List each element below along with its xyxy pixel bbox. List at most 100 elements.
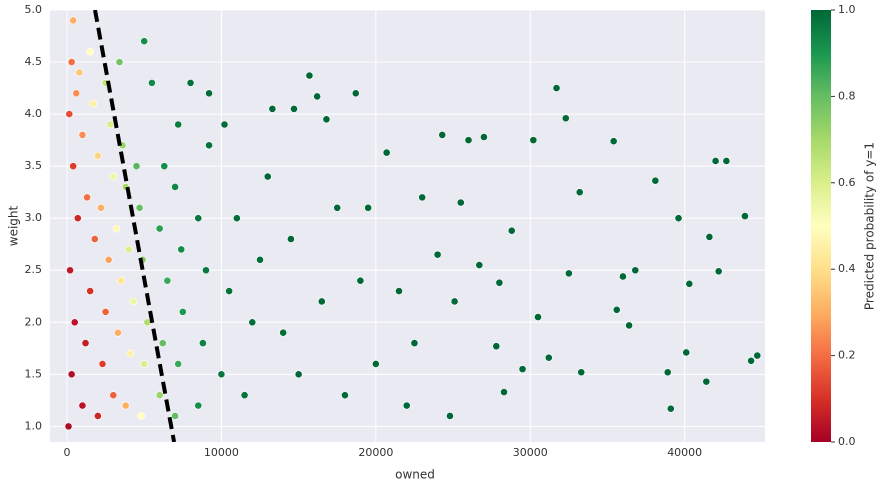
data-point	[711, 157, 720, 165]
colorbar-tick-label: 0.2	[838, 349, 856, 362]
data-point	[446, 412, 454, 420]
data-point	[464, 136, 473, 145]
data-point	[577, 368, 586, 377]
data-point	[109, 391, 118, 400]
colorbar-label: Predicted probability of y=1	[863, 142, 877, 310]
data-point	[495, 278, 504, 287]
y-tick-label: 4.0	[25, 107, 43, 120]
data-point	[685, 279, 694, 288]
data-point	[356, 276, 365, 285]
data-point	[93, 412, 102, 420]
y-tick-label: 3.0	[25, 211, 43, 224]
data-point	[612, 305, 621, 314]
data-point	[78, 131, 87, 139]
x-tick-label: 30000	[513, 446, 548, 459]
data-point	[109, 172, 118, 181]
data-point	[90, 235, 99, 243]
data-point	[69, 162, 78, 171]
data-point	[126, 349, 135, 358]
colorbar-tick-label: 1.0	[838, 3, 856, 16]
data-point	[198, 339, 207, 348]
data-point	[178, 307, 187, 316]
colorbar-tick-label: 0.6	[838, 176, 856, 189]
data-point	[163, 276, 172, 285]
data-point	[741, 212, 749, 221]
data-point	[121, 401, 130, 410]
x-tick-label: 0	[63, 446, 70, 459]
data-point	[475, 261, 484, 269]
colorbar	[811, 10, 831, 442]
y-axis-label: weight	[7, 205, 21, 246]
y-tick-label: 5.0	[25, 3, 43, 16]
data-point	[619, 272, 627, 281]
data-point	[500, 388, 508, 396]
data-point	[492, 342, 501, 351]
data-point	[561, 114, 570, 123]
data-point	[217, 370, 226, 379]
data-point	[371, 360, 380, 368]
data-point	[64, 422, 73, 431]
x-tick-label: 20000	[358, 446, 393, 459]
data-point	[81, 339, 90, 348]
data-point	[705, 233, 714, 241]
data-point	[160, 162, 169, 171]
data-point	[140, 360, 149, 368]
y-tick-label: 2.0	[25, 315, 43, 328]
data-point	[93, 151, 102, 160]
data-point	[232, 214, 241, 223]
data-point	[418, 193, 427, 202]
data-point	[674, 214, 683, 223]
y-tick-label: 1.0	[25, 419, 43, 432]
data-point	[112, 224, 121, 233]
data-point	[702, 377, 711, 386]
data-point	[97, 203, 105, 212]
data-point	[529, 136, 538, 145]
data-point	[140, 37, 149, 46]
data-point	[155, 224, 164, 233]
y-tick-label: 1.5	[25, 367, 43, 380]
y-tick-label: 3.5	[25, 159, 43, 172]
data-point	[268, 104, 277, 113]
data-point	[341, 391, 349, 400]
data-point	[317, 297, 326, 306]
data-point	[86, 287, 95, 295]
x-tick-label: 10000	[204, 446, 239, 459]
data-point	[174, 360, 183, 368]
data-point	[225, 287, 234, 295]
data-point	[364, 203, 373, 212]
data-point	[117, 276, 125, 285]
data-point	[220, 120, 229, 129]
data-point	[609, 137, 618, 146]
data-point	[294, 370, 303, 379]
data-point	[72, 89, 81, 98]
data-point	[135, 203, 144, 212]
data-point	[625, 321, 634, 330]
data-point	[544, 353, 553, 362]
data-point	[575, 188, 584, 197]
data-point	[248, 318, 257, 327]
data-point	[747, 356, 756, 365]
colorbar-tick-label: 0.0	[838, 435, 856, 448]
data-point	[205, 89, 213, 98]
data-point	[132, 162, 141, 171]
data-point	[305, 71, 314, 80]
data-point	[171, 412, 179, 420]
data-point	[402, 401, 411, 410]
data-point	[322, 115, 331, 124]
data-point	[124, 245, 133, 254]
data-point	[438, 131, 447, 139]
data-point	[70, 318, 79, 327]
data-point	[186, 78, 195, 87]
data-point	[351, 89, 360, 98]
data-point	[313, 92, 322, 101]
data-point	[507, 226, 516, 235]
data-point	[104, 255, 113, 264]
data-point	[456, 198, 465, 207]
data-point	[722, 157, 731, 165]
data-point	[410, 339, 419, 348]
data-point	[256, 255, 264, 264]
data-point	[450, 297, 459, 306]
data-point	[106, 120, 115, 129]
data-point	[666, 404, 675, 413]
colorbar-tick-label: 0.8	[838, 89, 856, 102]
